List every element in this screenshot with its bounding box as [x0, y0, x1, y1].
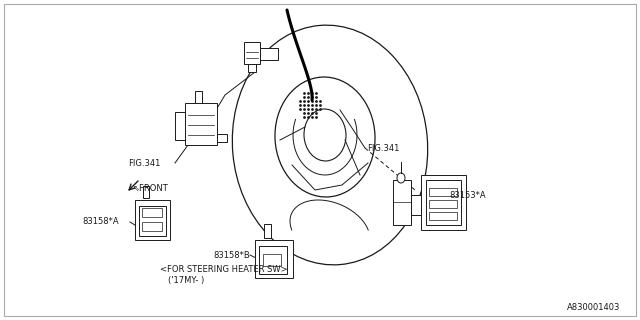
Bar: [411, 195, 421, 215]
Text: ('17MY- ): ('17MY- ): [168, 276, 204, 285]
Text: A830001403: A830001403: [566, 303, 620, 313]
Bar: [175, 112, 185, 140]
Bar: [217, 134, 227, 142]
Text: 83158*A: 83158*A: [82, 218, 118, 227]
Bar: [429, 200, 457, 208]
Ellipse shape: [304, 109, 346, 161]
Bar: [255, 240, 293, 278]
Bar: [429, 212, 457, 220]
Bar: [264, 224, 271, 238]
Ellipse shape: [275, 77, 375, 197]
Ellipse shape: [397, 173, 405, 183]
Text: ⇖FRONT: ⇖FRONT: [133, 183, 169, 193]
Text: <FOR STEERING HEATER SW>: <FOR STEERING HEATER SW>: [160, 266, 287, 275]
Bar: [421, 175, 466, 230]
Bar: [139, 206, 166, 236]
Bar: [260, 48, 278, 60]
Text: 83158*B: 83158*B: [213, 251, 250, 260]
Text: 83153*A: 83153*A: [449, 191, 486, 201]
Bar: [195, 91, 202, 103]
Bar: [185, 103, 217, 145]
Bar: [244, 42, 260, 64]
Bar: [248, 64, 256, 72]
Text: FIG.341: FIG.341: [128, 158, 161, 167]
Bar: [426, 180, 461, 225]
Bar: [143, 186, 149, 198]
Bar: [393, 180, 411, 225]
Bar: [142, 208, 162, 217]
Bar: [142, 222, 162, 231]
Bar: [259, 246, 287, 274]
Text: FIG.341: FIG.341: [367, 143, 399, 153]
Bar: [429, 188, 457, 196]
Bar: [263, 254, 281, 266]
Ellipse shape: [232, 25, 428, 265]
Bar: [135, 200, 170, 240]
